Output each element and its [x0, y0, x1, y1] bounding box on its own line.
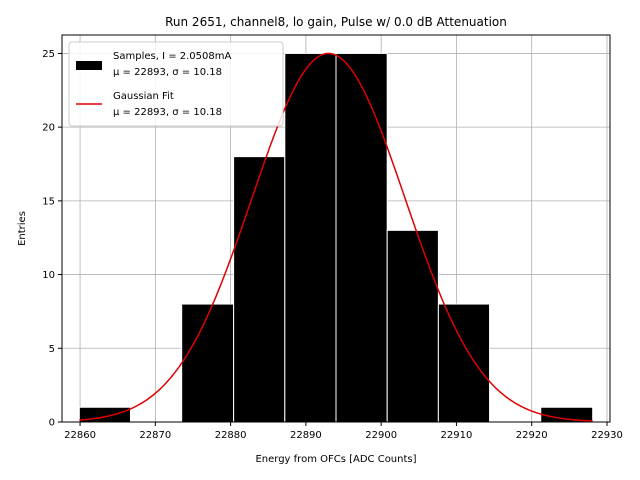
x-tick-label-7: 22930 [591, 430, 623, 441]
legend: Samples, I = 2.0508mA μ = 22893, σ = 10.… [68, 41, 284, 127]
x-tick-label-6: 22920 [516, 430, 548, 441]
x-tick-label-3: 22890 [290, 430, 322, 441]
y-tick-label-5: 25 [42, 49, 55, 60]
y-axis-label: Entries [17, 211, 28, 246]
gaussian-fit [79, 52, 593, 422]
x-tick-label-0: 22860 [64, 430, 96, 441]
y-tick-label-0: 0 [49, 418, 55, 429]
plot-frame [61, 34, 611, 423]
legend-samples-stats: μ = 22893, σ = 10.18 [113, 67, 222, 78]
histogram-bar-7 [437, 303, 491, 423]
legend-samples-swatch [76, 61, 102, 70]
y-tick-label-2: 10 [42, 270, 55, 281]
y-axis-ticks: 0 5 10 15 20 25 [42, 49, 62, 429]
y-tick-label-4: 20 [42, 123, 55, 134]
histogram-bars [78, 52, 594, 423]
y-tick-label-1: 5 [49, 344, 55, 355]
gaussian-fit-line [79, 52, 593, 422]
histogram-bar-6 [386, 229, 439, 423]
legend-box [68, 41, 284, 127]
legend-samples-label: Samples, I = 2.0508mA [113, 51, 231, 62]
x-tick-label-5: 22910 [441, 430, 473, 441]
histogram-bar-4 [284, 52, 337, 423]
chart-title: Run 2651, channel8, lo gain, Pulse w/ 0.… [165, 15, 507, 29]
x-tick-label-1: 22870 [139, 430, 171, 441]
legend-fit-stats: μ = 22893, σ = 10.18 [113, 107, 222, 118]
x-tick-label-4: 22900 [365, 430, 397, 441]
y-tick-label-3: 15 [42, 196, 55, 207]
x-axis-ticks: 22860 22870 22880 22890 22900 22910 22920 22930 [64, 422, 623, 441]
histogram-bar-5 [335, 52, 388, 423]
legend-fit-label: Gaussian Fit [113, 91, 174, 102]
histogram-bar-3 [233, 156, 286, 423]
x-tick-label-2: 22880 [215, 430, 247, 441]
x-axis-label: Energy from OFCs [ADC Counts] [255, 454, 416, 465]
histogram-bar-2 [181, 303, 235, 423]
